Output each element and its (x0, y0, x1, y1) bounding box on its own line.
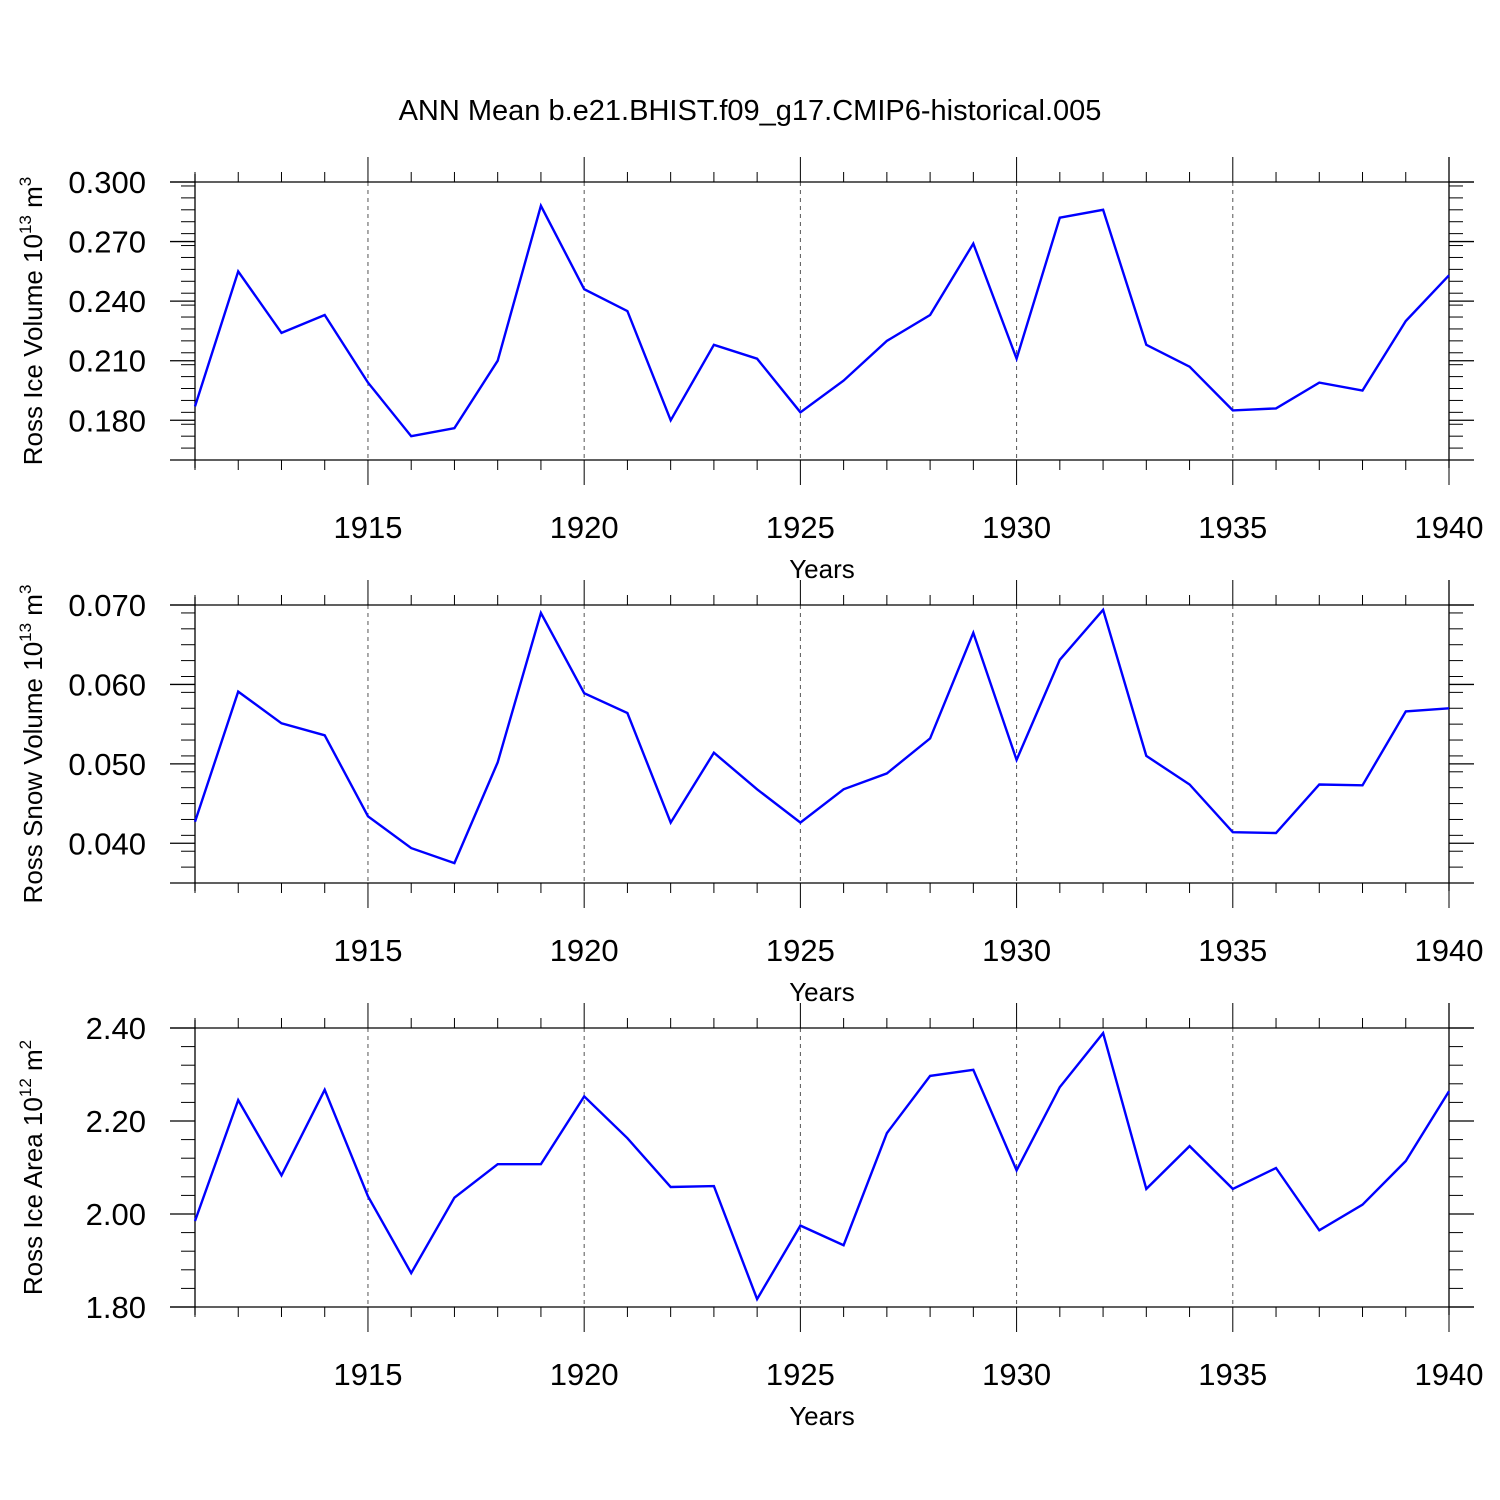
y-tick-label: 0.270 (68, 225, 146, 260)
x-tick-label: 1935 (1198, 1357, 1267, 1392)
chart-title: ANN Mean b.e21.BHIST.f09_g17.CMIP6-histo… (399, 95, 1102, 127)
y-axis-label-unit-exponent: 3 (16, 585, 35, 594)
x-tick-label: 1940 (1415, 1357, 1484, 1392)
x-tick-label: 1920 (550, 1357, 619, 1392)
y-tick-label: 0.070 (68, 588, 146, 623)
ice-area-series-line (193, 1030, 1451, 1302)
x-axis-label: Years (789, 1401, 855, 1431)
y-tick-label: 0.060 (68, 667, 146, 702)
ice-volume-series-line (193, 202, 1450, 438)
x-tick-label: 1930 (982, 1357, 1051, 1392)
x-tick-label: 1940 (1415, 510, 1484, 545)
x-tick-label: 1920 (550, 933, 619, 968)
y-tick-label: 0.210 (68, 344, 146, 379)
y-tick-label: 1.80 (86, 1290, 146, 1325)
y-axis-label-unit: m (18, 594, 48, 623)
y-tick-label: 0.040 (68, 826, 146, 861)
x-tick-label: 1940 (1415, 933, 1484, 968)
y-axis-label-unit-exponent: 2 (16, 1040, 35, 1049)
x-tick-label: 1925 (766, 510, 835, 545)
x-tick-label: 1915 (333, 933, 402, 968)
y-tick-label: 0.050 (68, 747, 146, 782)
snow-volume-series-line (193, 607, 1450, 865)
snow-volume-panel: 1915 1920 1925 1930 1935 1940 Years 0.040 0.050 0… (16, 580, 1483, 1007)
x-tick-label: 1915 (333, 510, 402, 545)
x-tick-label: 1935 (1198, 933, 1267, 968)
y-axis-label-unit: m (18, 1049, 48, 1078)
y-tick-label: 0.240 (68, 284, 146, 319)
y-axis-label-exponent: 13 (16, 215, 35, 234)
y-axis-label-unit-exponent: 3 (16, 177, 35, 186)
y-axis-label: Ross Ice Volume 1013 m3 (16, 177, 48, 466)
x-tick-label: 1920 (550, 510, 619, 545)
y-axis-label-text: Ross Ice Area 10 (18, 1097, 48, 1295)
x-tick-label: 1935 (1198, 510, 1267, 545)
y-tick-label: 0.180 (68, 403, 146, 438)
x-tick-label: 1930 (982, 933, 1051, 968)
x-axis-label: Years (789, 977, 855, 1007)
x-tick-label: 1925 (766, 1357, 835, 1392)
y-axis-label-text: Ross Ice Volume 10 (18, 234, 48, 465)
y-axis-label: Ross Ice Area 1012 m2 (16, 1040, 48, 1295)
y-tick-label: 2.40 (86, 1011, 146, 1046)
x-tick-label: 1930 (982, 510, 1051, 545)
ice-area-panel: 1915 1920 1925 1930 1935 1940 Years 1.80 2.00 2.2… (16, 1003, 1483, 1431)
ice-volume-panel: 1915 1920 1925 1930 1935 1940 Years 0.180 0.210 0… (16, 157, 1483, 584)
x-tick-label: 1925 (766, 933, 835, 968)
y-tick-label: 2.20 (86, 1104, 146, 1139)
y-tick-label: 0.300 (68, 165, 146, 200)
y-axis-label: Ross Snow Volume 1013 m3 (16, 585, 48, 904)
y-axis-label-exponent: 12 (16, 1078, 35, 1097)
y-axis-label-text: Ross Snow Volume 10 (18, 642, 48, 904)
y-axis-label-unit: m (18, 186, 48, 215)
x-tick-label: 1915 (333, 1357, 402, 1392)
y-tick-label: 2.00 (86, 1197, 146, 1232)
y-axis-label-exponent: 13 (16, 623, 35, 642)
x-axis-label: Years (789, 554, 855, 584)
